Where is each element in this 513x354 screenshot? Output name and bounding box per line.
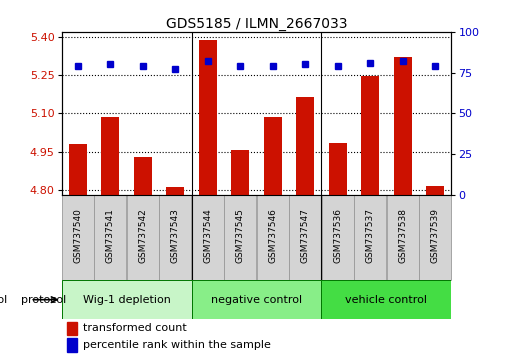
Text: GSM737541: GSM737541 [106, 209, 115, 263]
Bar [67, 338, 77, 352]
Text: GSM737544: GSM737544 [203, 209, 212, 263]
Text: GSM737545: GSM737545 [236, 209, 245, 263]
Text: Wig-1 depletion: Wig-1 depletion [83, 295, 170, 305]
Text: GSM737547: GSM737547 [301, 209, 310, 263]
FancyBboxPatch shape [192, 195, 224, 280]
Text: GSM737543: GSM737543 [171, 209, 180, 263]
Text: transformed count: transformed count [83, 323, 187, 333]
Text: GSM737536: GSM737536 [333, 209, 342, 263]
Bar [361, 76, 379, 195]
Text: negative control: negative control [211, 295, 302, 305]
Title: GDS5185 / ILMN_2667033: GDS5185 / ILMN_2667033 [166, 17, 347, 31]
Text: GSM737537: GSM737537 [366, 209, 374, 263]
Bar [297, 97, 314, 195]
Text: protocol: protocol [21, 295, 66, 305]
Text: vehicle control: vehicle control [345, 295, 427, 305]
Text: GSM737539: GSM737539 [431, 209, 440, 263]
Text: GSM737540: GSM737540 [73, 209, 82, 263]
FancyBboxPatch shape [191, 280, 322, 319]
Bar [166, 187, 184, 195]
FancyBboxPatch shape [354, 195, 386, 280]
FancyBboxPatch shape [322, 280, 451, 319]
FancyBboxPatch shape [256, 195, 289, 280]
FancyBboxPatch shape [224, 195, 256, 280]
Bar [69, 144, 87, 195]
Bar [329, 143, 347, 195]
Text: GSM737546: GSM737546 [268, 209, 277, 263]
Bar [231, 150, 249, 195]
Text: protocol: protocol [0, 295, 7, 305]
FancyBboxPatch shape [62, 195, 94, 280]
Bar [264, 117, 282, 195]
Bar [199, 40, 216, 195]
FancyBboxPatch shape [322, 195, 354, 280]
Bar [394, 57, 411, 195]
Bar [134, 157, 152, 195]
Bar [102, 117, 119, 195]
FancyBboxPatch shape [127, 195, 159, 280]
FancyBboxPatch shape [159, 195, 191, 280]
FancyBboxPatch shape [387, 195, 419, 280]
Text: GSM737538: GSM737538 [398, 209, 407, 263]
FancyBboxPatch shape [289, 195, 321, 280]
Bar [67, 321, 77, 335]
Text: GSM737542: GSM737542 [139, 209, 147, 263]
FancyBboxPatch shape [419, 195, 451, 280]
Bar [426, 186, 444, 195]
FancyBboxPatch shape [94, 195, 126, 280]
FancyBboxPatch shape [62, 280, 191, 319]
Text: percentile rank within the sample: percentile rank within the sample [83, 340, 271, 350]
